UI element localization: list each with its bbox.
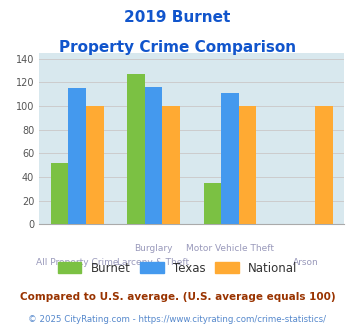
Text: Compared to U.S. average. (U.S. average equals 100): Compared to U.S. average. (U.S. average … [20,292,335,302]
Text: Arson: Arson [293,258,319,267]
Bar [69,88,86,224]
Text: Burglary: Burglary [134,244,173,253]
Bar [315,106,333,224]
Text: Property Crime Comparison: Property Crime Comparison [59,40,296,54]
Bar [86,106,104,224]
Bar [127,74,145,224]
Text: Larceny & Theft: Larceny & Theft [118,258,190,267]
Text: © 2025 CityRating.com - https://www.cityrating.com/crime-statistics/: © 2025 CityRating.com - https://www.city… [28,315,327,324]
Bar [221,93,239,224]
Bar [203,183,221,224]
Bar [51,163,69,224]
Bar [162,106,180,224]
Text: 2019 Burnet: 2019 Burnet [124,10,231,25]
Legend: Burnet, Texas, National: Burnet, Texas, National [58,262,297,275]
Text: Motor Vehicle Theft: Motor Vehicle Theft [186,244,274,253]
Bar [145,87,162,224]
Bar [239,106,256,224]
Text: All Property Crime: All Property Crime [36,258,119,267]
